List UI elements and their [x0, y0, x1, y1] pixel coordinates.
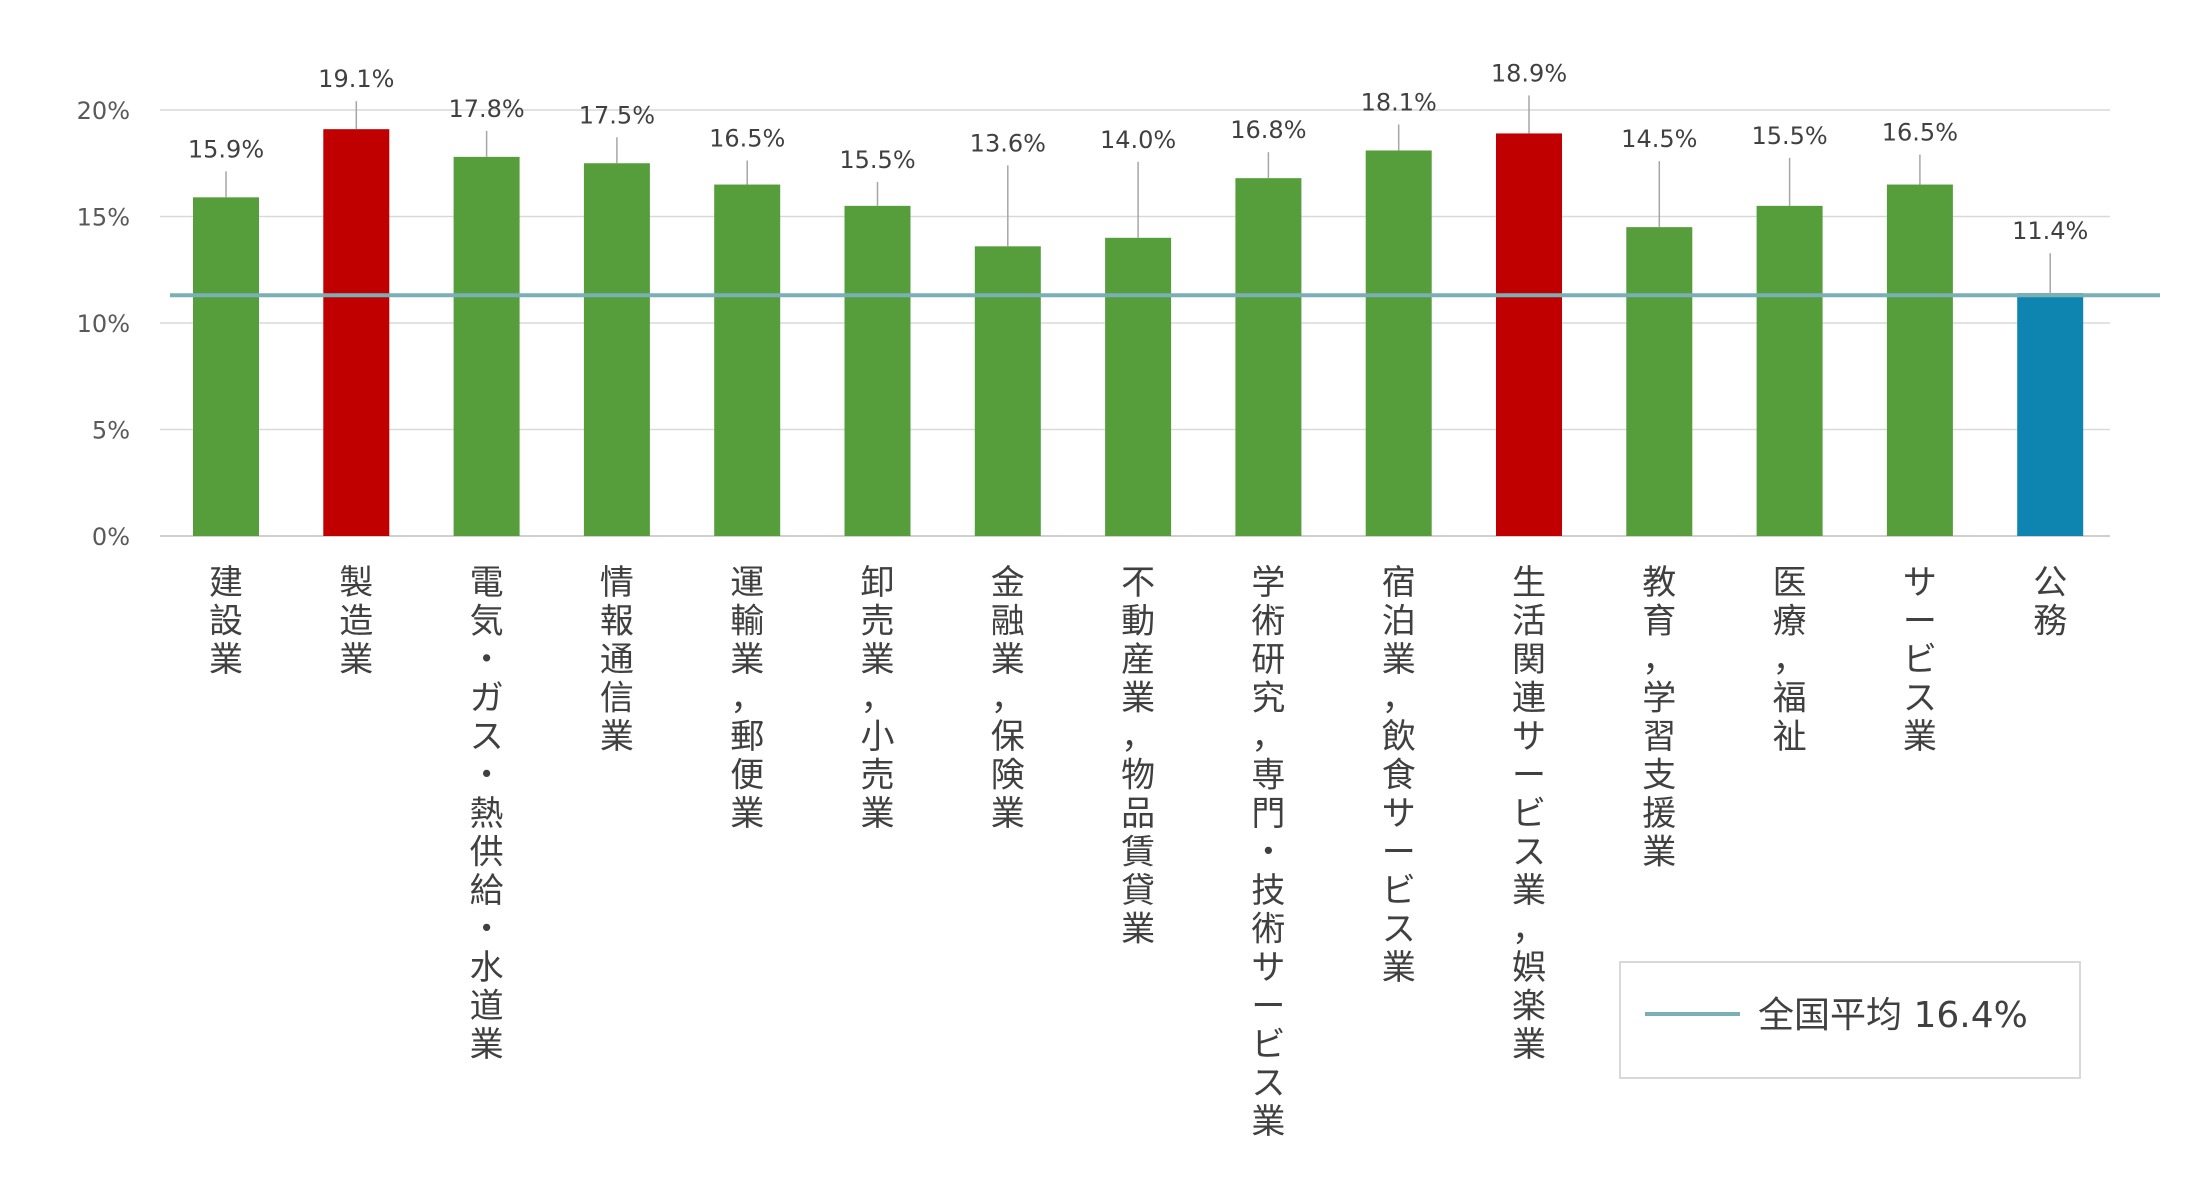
bar: [844, 205, 911, 536]
category-label: 医療，福祉: [1773, 563, 1807, 757]
category-label: 建設業: [209, 563, 243, 680]
category-label: 卸売業，小売業: [861, 563, 895, 834]
data-label: 17.5%: [579, 101, 655, 129]
category-label: 金融業，保険業: [991, 563, 1025, 834]
bar: [323, 129, 390, 537]
bar: [2017, 293, 2084, 536]
data-label: 14.5%: [1621, 125, 1697, 153]
category-label: 教育，学習支援業: [1642, 563, 1676, 873]
data-label: 14.0%: [1100, 126, 1176, 154]
data-label: 13.6%: [970, 129, 1046, 157]
category-label: 不動産業，物品賃貸業: [1121, 563, 1155, 950]
bars: [193, 129, 2084, 537]
legend-box: [1619, 961, 2081, 1079]
bar: [583, 163, 650, 536]
data-labels: 15.9% 19.1% 17.8% 17.5% 16.5% 15.5% 13.6% 14.0%…: [188, 59, 2088, 245]
category-label: 生活関連サービス業，娯楽業: [1512, 563, 1546, 1065]
data-label: 18.9%: [1491, 59, 1567, 87]
category-label: 製造業: [339, 563, 373, 680]
data-label: 19.1%: [318, 65, 394, 93]
data-label: 15.5%: [839, 146, 915, 174]
data-label: 15.5%: [1751, 122, 1827, 150]
bar: [714, 184, 781, 537]
bar: [453, 156, 520, 537]
y-tick-label: 15%: [77, 204, 130, 232]
bar: [1105, 237, 1172, 537]
data-label: 18.1%: [1361, 88, 1437, 116]
bar: [1756, 205, 1823, 536]
data-label: 17.8%: [448, 95, 524, 123]
bar: [974, 246, 1041, 536]
legend: 全国平均 16.4%: [1619, 961, 2081, 1079]
data-label: 16.8%: [1230, 116, 1306, 144]
y-axis: 0% 5% 10% 15% 20%: [77, 97, 130, 551]
category-label: 電気・ガス・熱供給・水道業: [470, 563, 504, 1065]
leader-lines: [225, 95, 2051, 294]
bar: [1235, 178, 1302, 536]
bar: [1496, 133, 1562, 536]
category-label: 学術研究，専門・技術サービス業: [1251, 563, 1285, 1142]
bar: [1626, 227, 1693, 536]
y-tick-label: 0%: [92, 523, 130, 551]
bar: [1365, 150, 1432, 536]
category-label: 情報通信業: [600, 563, 634, 757]
y-tick-label: 5%: [92, 417, 130, 445]
category-label: サービス業: [1903, 563, 1937, 757]
data-label: 15.9%: [188, 135, 264, 163]
y-tick-label: 20%: [77, 97, 130, 125]
data-label: 16.5%: [1882, 119, 1958, 147]
data-label: 11.4%: [2012, 217, 2088, 245]
x-axis: 建設業 製造業 電気・ガス・熱供給・水道業 情報通信業 運輸業，郵便業 卸売業，小売業 金融…: [209, 563, 2067, 1142]
bar: [193, 197, 259, 536]
y-tick-label: 10%: [77, 310, 130, 338]
category-label: 公務: [2033, 563, 2067, 642]
bar: [1886, 184, 1953, 537]
data-label: 16.5%: [709, 125, 785, 153]
legend-label: 全国平均 16.4%: [1758, 995, 2028, 1036]
category-label: 運輸業，郵便業: [730, 563, 764, 834]
category-label: 宿泊業，飲食サービス業: [1382, 563, 1416, 988]
